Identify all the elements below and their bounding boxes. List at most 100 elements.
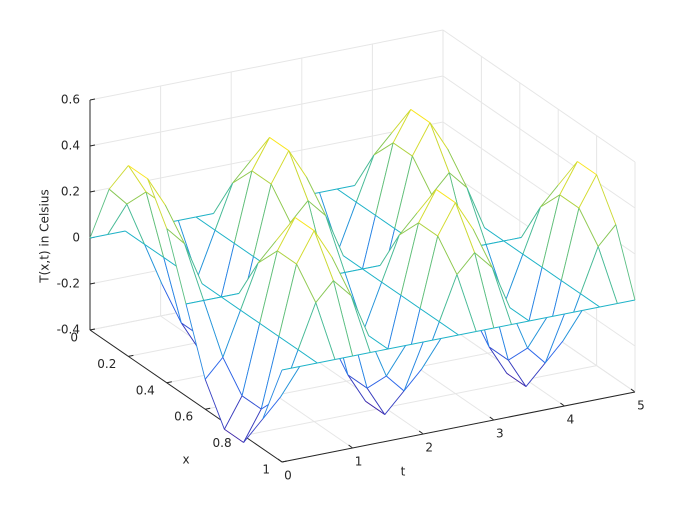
mesh-face	[195, 183, 233, 231]
mesh-edge	[128, 165, 147, 193]
mesh-edge	[527, 347, 546, 364]
mesh-edge	[355, 154, 375, 203]
mesh-edge	[416, 189, 437, 214]
mesh-edge	[234, 243, 254, 257]
mesh-edge	[466, 187, 485, 228]
mesh-edge	[381, 234, 400, 283]
x-tick-label: 0	[70, 331, 78, 345]
mesh-edge	[203, 300, 224, 358]
mesh-face	[420, 236, 457, 322]
mesh-face	[333, 280, 371, 356]
mesh-edge	[257, 240, 277, 264]
x-tick-label: 0.2	[97, 357, 116, 371]
mesh-face	[224, 395, 262, 443]
mesh-edge	[147, 178, 166, 206]
mesh-edge	[89, 234, 108, 239]
mesh-edge	[281, 366, 300, 371]
mesh-edge	[529, 317, 547, 322]
mesh-face	[261, 336, 299, 410]
mesh-edge	[315, 280, 334, 303]
mesh-edge	[315, 302, 336, 360]
mesh-face	[439, 274, 477, 335]
mesh-face	[347, 374, 385, 415]
mesh-edge	[456, 274, 477, 332]
mesh-edge	[399, 222, 419, 236]
mesh-edge	[488, 346, 508, 374]
mesh-edge	[560, 207, 580, 281]
mesh-edge	[448, 172, 468, 188]
mesh-face	[242, 323, 279, 410]
t-tick	[418, 430, 424, 435]
mesh-face	[259, 250, 297, 337]
mesh-edge	[400, 295, 421, 309]
mesh-edge	[213, 182, 234, 214]
mesh-edge	[126, 191, 147, 205]
mesh-edge	[166, 228, 187, 305]
mesh-edge	[232, 160, 251, 184]
mesh-edge	[411, 122, 431, 157]
mesh-edge	[421, 338, 442, 370]
mesh-edge	[278, 263, 297, 337]
mesh-edge	[347, 374, 368, 389]
mesh-edge	[204, 379, 225, 430]
z-tick-label: 0.6	[61, 93, 80, 107]
mesh-edge	[144, 243, 164, 258]
mesh-edge	[392, 142, 413, 157]
mesh-face	[412, 122, 450, 195]
mesh-edge	[503, 237, 522, 242]
mesh-face	[251, 137, 289, 185]
t-tick	[560, 402, 565, 407]
mesh-face	[221, 263, 259, 311]
mesh-face	[126, 191, 164, 258]
mesh-edge	[195, 216, 216, 231]
mesh-face	[455, 202, 493, 268]
mesh-edge	[541, 194, 561, 268]
mesh-edge	[125, 230, 145, 245]
mesh-edge	[317, 359, 336, 364]
x-tick	[166, 381, 172, 384]
mesh-face	[222, 310, 260, 396]
mesh-edge	[559, 194, 580, 209]
mesh-edge	[185, 303, 206, 380]
mesh-edge	[107, 203, 128, 235]
z-tick-label: -0.2	[57, 277, 80, 291]
mesh-edge	[493, 324, 512, 329]
mesh-edge	[578, 174, 597, 209]
grid-line	[442, 75, 636, 209]
mesh-edge	[540, 194, 560, 208]
mesh-face	[394, 156, 432, 242]
mesh-edge	[403, 341, 424, 392]
mesh-face	[262, 366, 300, 419]
mesh-face	[381, 222, 419, 296]
mesh-edge	[522, 253, 543, 268]
mesh-face	[545, 310, 583, 363]
mesh-edge	[334, 355, 353, 360]
mesh-face	[562, 293, 600, 341]
mesh-edge	[354, 154, 375, 186]
mesh-face	[508, 348, 546, 387]
mesh-edge	[488, 346, 509, 361]
x-axis-label: x	[182, 453, 189, 467]
mesh-edge	[241, 323, 261, 397]
z-tick-label: -0.4	[57, 323, 80, 337]
mesh-edge	[259, 323, 280, 337]
mesh-edge	[325, 215, 344, 256]
mesh-edge	[260, 336, 280, 410]
mesh-face	[386, 342, 424, 391]
mesh-face	[356, 142, 394, 216]
mesh-edge	[221, 293, 240, 298]
mesh-edge	[297, 302, 317, 350]
mesh-edge	[356, 201, 376, 216]
mesh-edge	[145, 191, 165, 258]
mesh-edge	[325, 215, 346, 273]
mesh-edge	[296, 230, 315, 265]
mesh-edge	[440, 334, 459, 339]
mesh-edge	[418, 222, 439, 237]
mesh-edge	[296, 263, 317, 303]
mesh-face	[449, 172, 487, 248]
mesh-edge	[456, 252, 475, 275]
mesh-face	[178, 217, 216, 278]
mesh-edge	[161, 284, 182, 324]
mesh-edge	[511, 320, 530, 325]
grid-line	[89, 75, 444, 147]
